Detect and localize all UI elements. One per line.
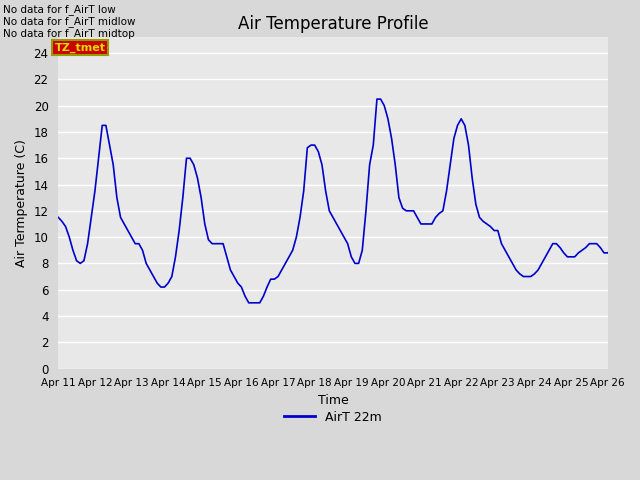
Text: No data for f_AirT low: No data for f_AirT low bbox=[3, 4, 116, 15]
Title: Air Temperature Profile: Air Temperature Profile bbox=[237, 15, 428, 33]
Text: No data for f_AirT midtop: No data for f_AirT midtop bbox=[3, 28, 135, 39]
Text: TZ_tmet: TZ_tmet bbox=[54, 42, 106, 53]
X-axis label: Time: Time bbox=[317, 394, 348, 407]
Text: No data for f_AirT midlow: No data for f_AirT midlow bbox=[3, 16, 136, 27]
Legend: AirT 22m: AirT 22m bbox=[279, 406, 387, 429]
Y-axis label: Air Termperature (C): Air Termperature (C) bbox=[15, 139, 28, 267]
